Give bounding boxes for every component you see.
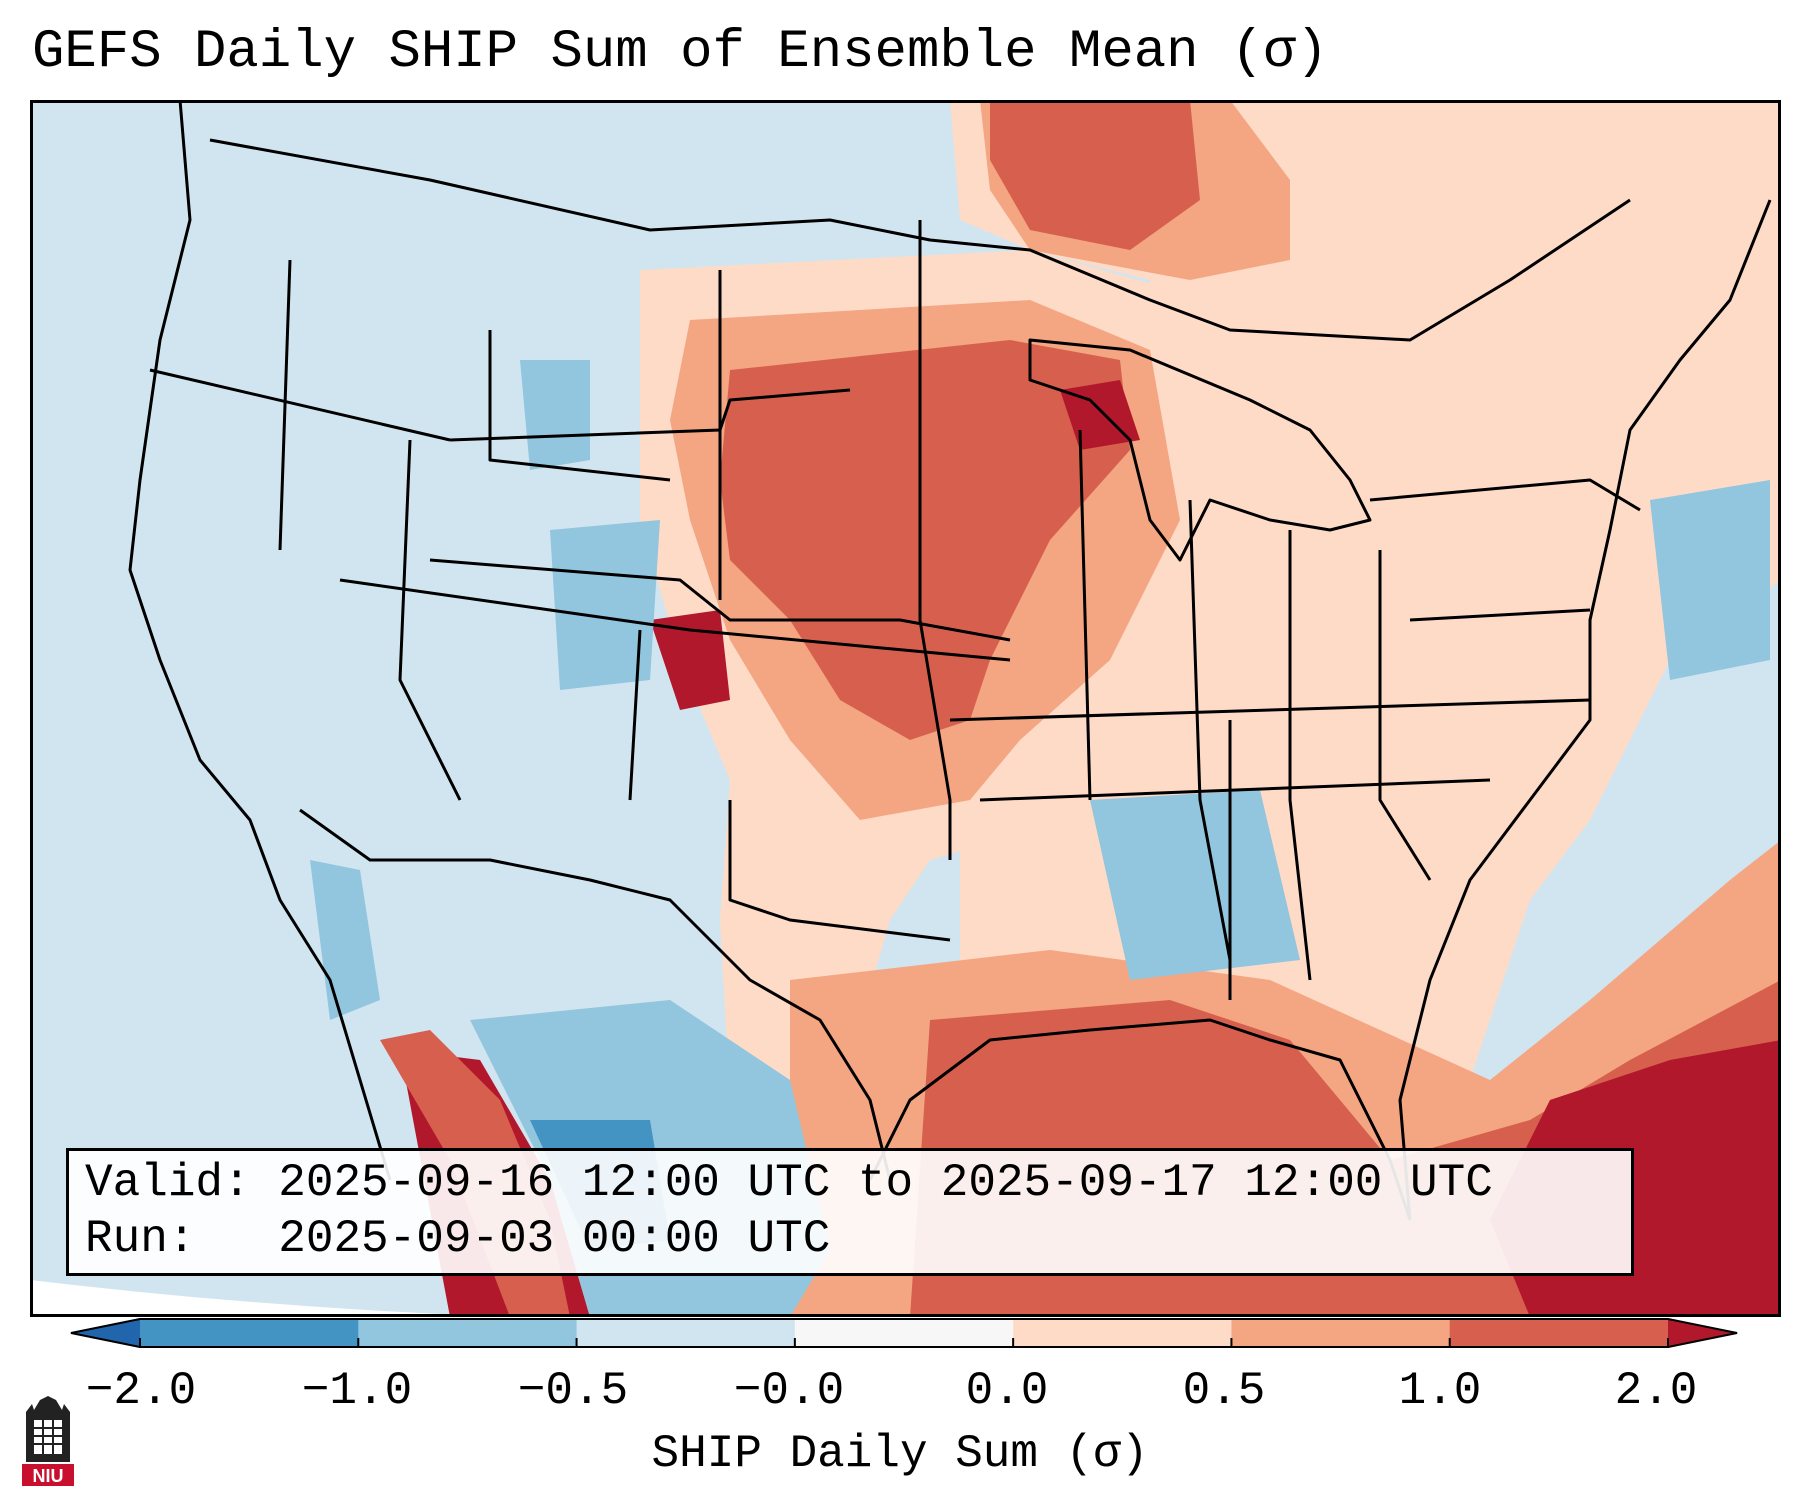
anomaly-region-atlantic-cool	[1650, 480, 1770, 680]
us-gulf-coastline	[868, 1018, 1412, 1221]
colorbar	[70, 1318, 1738, 1348]
canada-us-border	[209, 138, 1631, 342]
niu-logo-text: NIU	[33, 1466, 64, 1486]
chart-title: GEFS Daily SHIP Sum of Ensemble Mean (σ)	[32, 22, 1329, 83]
valid-run-info-box: Valid: 2025-09-16 12:00 UTC to 2025-09-1…	[66, 1148, 1634, 1276]
state-border-2	[449, 388, 851, 442]
colorbar-segment	[140, 1318, 359, 1348]
anomaly-region-gulfcal-cool	[310, 860, 380, 1020]
us-coastline-west	[128, 100, 392, 1181]
anomaly-region-colorado-extreme	[650, 610, 730, 710]
state-border-19	[1409, 608, 1591, 622]
state-border-5	[339, 578, 1011, 662]
state-border-1	[149, 368, 451, 442]
colorbar-extend-under	[70, 1318, 140, 1348]
state-border-13	[1288, 530, 1312, 981]
anomaly-region-mississippi-cool	[1090, 790, 1300, 980]
run-time-text: Run: 2025-09-03 00:00 UTC	[85, 1213, 831, 1265]
niu-logo: NIU	[22, 1396, 74, 1486]
anomaly-region-plains-strong	[720, 340, 1130, 740]
us-east-coastline	[1398, 199, 1772, 1221]
great-lakes-outline	[1028, 338, 1372, 562]
map-panel	[30, 100, 1781, 1317]
colorbar-segment	[1013, 1318, 1232, 1348]
state-border-16	[979, 778, 1491, 802]
anomaly-region-wyoming-cool	[520, 360, 590, 470]
state-border-12	[1188, 499, 1232, 961]
colorbar-segment	[1449, 1318, 1669, 1348]
state-border-11	[1078, 429, 1092, 801]
state-border-20	[728, 800, 951, 942]
state-border-6	[628, 629, 642, 801]
colorbar-tick-label: −0.5	[517, 1365, 629, 1417]
anomaly-region-canada-strong	[990, 100, 1200, 250]
map-frame	[30, 100, 1781, 1317]
state-border-15	[949, 698, 1591, 722]
state-border-10	[278, 259, 292, 551]
valid-time-text: Valid: 2025-09-16 12:00 UTC to 2025-09-1…	[85, 1157, 1493, 1209]
colorbar-tick-label: 2.0	[1614, 1365, 1698, 1417]
state-border-18	[1369, 478, 1641, 512]
colorbar-tick-label: −0.0	[733, 1365, 845, 1417]
state-border-4	[429, 558, 1011, 642]
state-border-8	[918, 220, 952, 860]
state-border-3	[488, 330, 671, 482]
colorbar-tick-label: −1.0	[301, 1365, 413, 1417]
colorbar-segment	[358, 1318, 578, 1348]
mexico-us-border	[299, 808, 892, 1181]
colorbar-tick-label: 0.0	[965, 1365, 1049, 1417]
colorbar-extend-over	[1668, 1318, 1738, 1348]
colorbar-tick-label: 1.0	[1398, 1365, 1482, 1417]
state-border-9	[398, 439, 462, 801]
colorbar-segment	[1231, 1318, 1451, 1348]
anomaly-region-colorado-cool	[550, 520, 660, 690]
state-border-14	[1378, 550, 1432, 881]
colorbar-segment	[794, 1318, 1014, 1348]
colorbar-tick-label: −2.0	[85, 1365, 197, 1417]
colorbar-label: SHIP Daily Sum (σ)	[651, 1428, 1149, 1480]
colorbar-segment	[576, 1318, 796, 1348]
colorbar-tick-label: 0.5	[1182, 1365, 1266, 1417]
